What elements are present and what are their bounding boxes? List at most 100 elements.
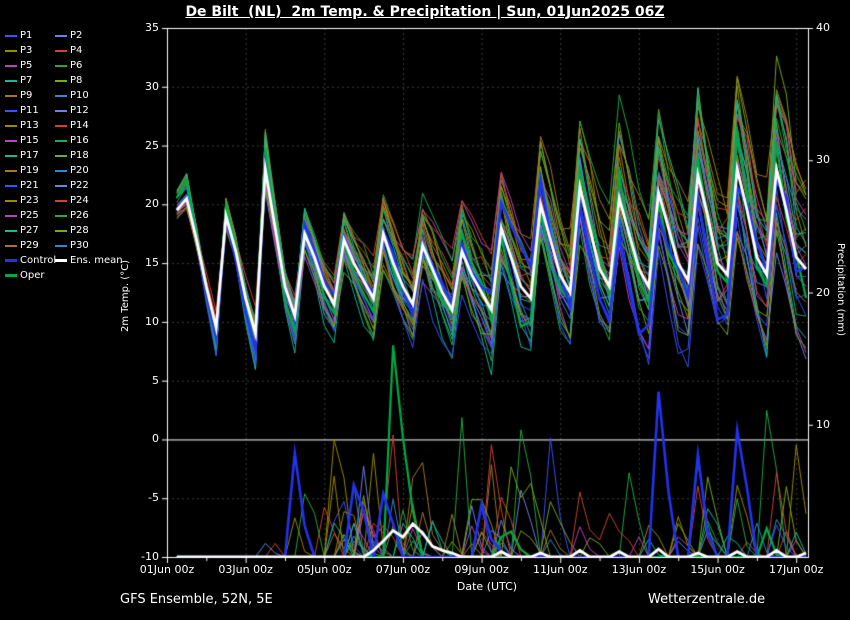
legend-color-dash <box>5 199 17 202</box>
legend-color-dash <box>5 34 17 37</box>
legend-label: P10 <box>70 90 89 101</box>
legend-color-dash <box>5 169 17 172</box>
legend-color-dash <box>5 79 17 82</box>
legend-label: Ens. mean <box>70 255 123 266</box>
legend-label: P11 <box>20 105 39 116</box>
legend-color-dash <box>55 154 67 157</box>
legend-color-dash <box>5 274 17 277</box>
legend-item: P16 <box>55 133 109 148</box>
legend-item: P8 <box>55 73 109 88</box>
date-tick-label: 01Jun 00z <box>139 563 195 576</box>
legend-label: P15 <box>20 135 39 146</box>
date-tick-label: 15Jun 00z <box>690 563 745 576</box>
legend-item: P29 <box>5 238 55 253</box>
legend-label: P17 <box>20 150 39 161</box>
legend-color-dash <box>5 214 17 217</box>
legend-item: P25 <box>5 208 55 223</box>
precip-tick-label: 20 <box>816 285 830 299</box>
legend-item: P10 <box>55 88 109 103</box>
legend-label: P4 <box>70 45 83 56</box>
legend-color-dash <box>55 94 67 97</box>
legend-color-dash <box>5 124 17 127</box>
legend-item: P20 <box>55 163 109 178</box>
legend-label: P26 <box>70 210 89 221</box>
legend-color-dash <box>55 169 67 172</box>
legend-item: P21 <box>5 178 55 193</box>
temp-tick-label: 20 <box>145 197 159 211</box>
legend-color-dash <box>5 109 17 112</box>
legend-color-dash <box>55 199 67 202</box>
legend-label: P30 <box>70 240 89 251</box>
legend-label: P16 <box>70 135 89 146</box>
legend-item: P24 <box>55 193 109 208</box>
legend-item: P26 <box>55 208 109 223</box>
legend-label: P27 <box>20 225 39 236</box>
legend-color-dash <box>55 184 67 187</box>
legend-color-dash <box>5 244 17 247</box>
legend-color-dash <box>5 94 17 97</box>
temp-axis-label: 2m Temp. (°C) <box>120 259 131 332</box>
legend-item: P11 <box>5 103 55 118</box>
legend-label: P7 <box>20 75 33 86</box>
legend-item: Oper <box>5 268 55 283</box>
legend-item: P30 <box>55 238 109 253</box>
legend-label: P24 <box>70 195 89 206</box>
legend-item: P19 <box>5 163 55 178</box>
legend-item: P27 <box>5 223 55 238</box>
precip-tick-label: 40 <box>816 21 830 34</box>
date-tick-label: 05Jun 00z <box>297 563 352 576</box>
legend-color-dash <box>5 64 17 67</box>
legend-label: P22 <box>70 180 89 191</box>
legend-item: P18 <box>55 148 109 163</box>
temp-tick-label: 25 <box>145 138 159 152</box>
legend-label: P14 <box>70 120 89 131</box>
legend-label: P29 <box>20 240 39 251</box>
date-tick-label: 03Jun 00z <box>218 563 273 576</box>
date-tick-label: 13Jun 00z <box>611 563 667 576</box>
legend-color-dash <box>55 64 67 67</box>
precip-axis-label: Precipitation (mm) <box>835 243 846 336</box>
legend-color-dash <box>55 259 67 262</box>
legend-color-dash <box>5 154 17 157</box>
legend-item: Control <box>5 253 57 268</box>
chart-title: De Bilt (NL) 2m Temp. & Precipitation | … <box>185 4 665 20</box>
legend-item: P7 <box>5 73 55 88</box>
legend-label: P23 <box>20 195 39 206</box>
legend-item: P4 <box>55 43 109 58</box>
site-credit-text: Wetterzentrale.de <box>648 592 766 607</box>
legend-label: P5 <box>20 60 33 71</box>
legend-item: P1 <box>5 28 55 43</box>
temp-tick-label: 30 <box>145 79 159 93</box>
legend-color-dash <box>55 124 67 127</box>
legend-label: P3 <box>20 45 33 56</box>
legend-item: P3 <box>5 43 55 58</box>
legend-item: P5 <box>5 58 55 73</box>
legend-color-dash <box>55 109 67 112</box>
legend-item: P17 <box>5 148 55 163</box>
legend-color-dash <box>55 229 67 232</box>
legend-label: P25 <box>20 210 39 221</box>
legend-item: P28 <box>55 223 109 238</box>
legend-item: Ens. mean <box>55 253 123 268</box>
legend-item: P12 <box>55 103 109 118</box>
legend-label: Control <box>20 255 57 266</box>
legend-label: P19 <box>20 165 39 176</box>
temp-tick-label: 5 <box>152 373 159 387</box>
legend-item: P23 <box>5 193 55 208</box>
legend-color-dash <box>5 184 17 187</box>
precip-tick-label: 10 <box>816 417 830 431</box>
legend-item: P22 <box>55 178 109 193</box>
legend-item: P15 <box>5 133 55 148</box>
legend-label: P28 <box>70 225 89 236</box>
temp-tick-label: 35 <box>145 21 159 34</box>
legend-color-dash <box>55 34 67 37</box>
precip-tick-label: 30 <box>816 153 830 167</box>
legend-label: P2 <box>70 30 83 41</box>
legend-label: P12 <box>70 105 89 116</box>
date-axis-label: Date (UTC) <box>456 580 518 593</box>
legend-label: P21 <box>20 180 39 191</box>
date-tick-label: 09Jun 00z <box>454 563 509 576</box>
date-tick-label: 11Jun 00z <box>533 563 588 576</box>
legend: P1 P2 P3 P4 P5 P6 P7 P8 P9 P10 P11 P12 P13 P14 P15 P16 P… <box>5 28 123 283</box>
legend-label: P20 <box>70 165 89 176</box>
